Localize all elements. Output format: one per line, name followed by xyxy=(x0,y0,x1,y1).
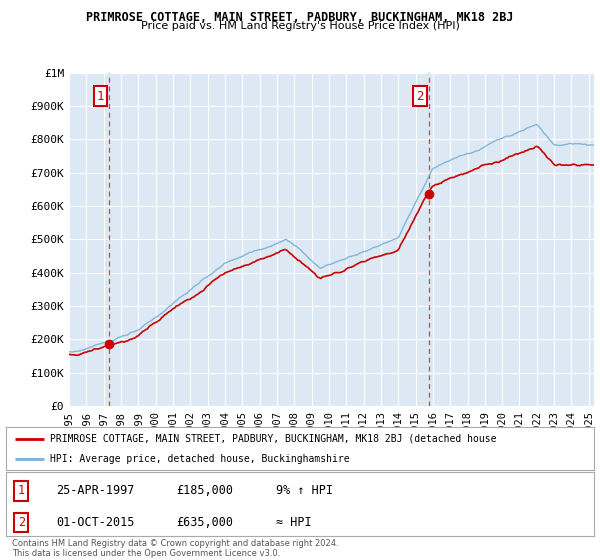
Text: 25-APR-1997: 25-APR-1997 xyxy=(56,484,134,497)
Text: 1: 1 xyxy=(97,90,104,102)
Text: 2: 2 xyxy=(18,516,25,529)
Text: PRIMROSE COTTAGE, MAIN STREET, PADBURY, BUCKINGHAM, MK18 2BJ (detached house: PRIMROSE COTTAGE, MAIN STREET, PADBURY, … xyxy=(50,434,497,444)
Text: 2: 2 xyxy=(416,90,424,102)
Text: ≈ HPI: ≈ HPI xyxy=(277,516,312,529)
Text: £635,000: £635,000 xyxy=(176,516,233,529)
Text: 1: 1 xyxy=(18,484,25,497)
Text: 9% ↑ HPI: 9% ↑ HPI xyxy=(277,484,334,497)
Text: PRIMROSE COTTAGE, MAIN STREET, PADBURY, BUCKINGHAM, MK18 2BJ: PRIMROSE COTTAGE, MAIN STREET, PADBURY, … xyxy=(86,11,514,24)
Text: HPI: Average price, detached house, Buckinghamshire: HPI: Average price, detached house, Buck… xyxy=(50,455,350,464)
Text: Contains HM Land Registry data © Crown copyright and database right 2024.
This d: Contains HM Land Registry data © Crown c… xyxy=(12,539,338,558)
Text: 01-OCT-2015: 01-OCT-2015 xyxy=(56,516,134,529)
Text: Price paid vs. HM Land Registry's House Price Index (HPI): Price paid vs. HM Land Registry's House … xyxy=(140,21,460,31)
Text: £185,000: £185,000 xyxy=(176,484,233,497)
